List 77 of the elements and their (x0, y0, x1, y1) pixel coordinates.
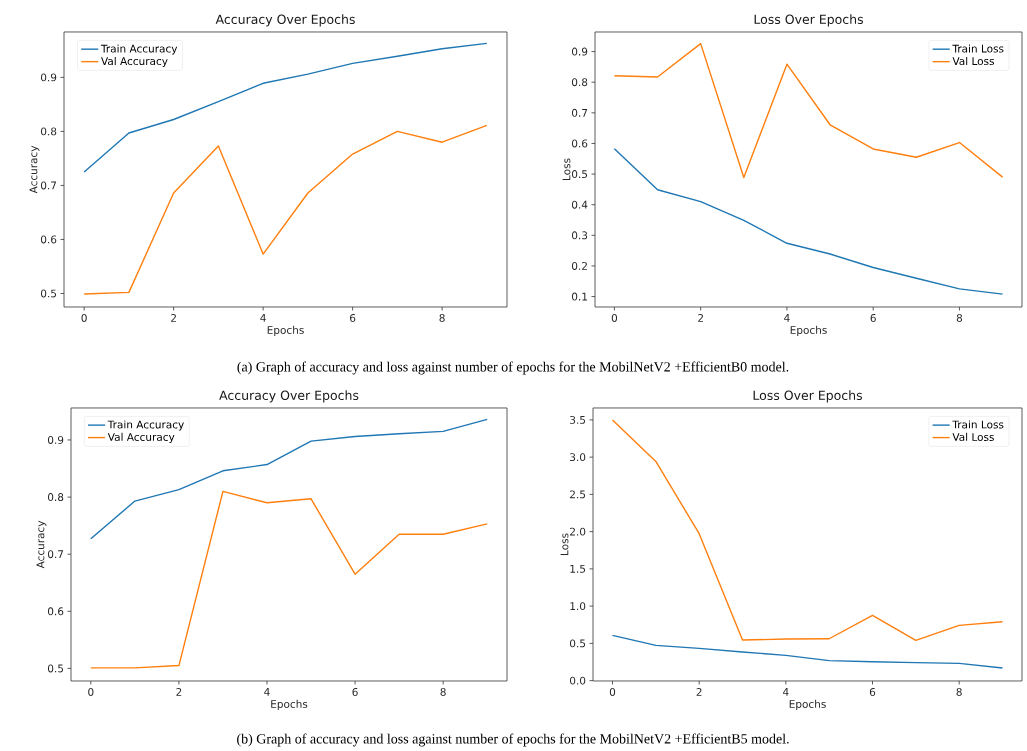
x-tick-label: 4 (264, 688, 270, 696)
x-tick-label: 2 (698, 314, 703, 322)
chart-title: Accuracy Over Epochs (219, 390, 359, 403)
x-tick-label: 4 (784, 314, 790, 322)
x-tick-label: 6 (352, 688, 358, 696)
y-tick-label: 0.6 (47, 607, 64, 616)
y-tick-label: 0.4 (571, 200, 588, 209)
line-series (613, 147, 1004, 295)
y-tick-label: 0.8 (571, 78, 588, 87)
y-tick-label: 0.8 (47, 493, 64, 502)
x-tick-label: 4 (260, 314, 266, 322)
chart-title: Loss Over Epochs (753, 390, 862, 403)
x-tick-label: 4 (783, 688, 789, 696)
x-tick-label: 8 (956, 688, 962, 696)
line-series (613, 42, 1004, 179)
x-axis-title: Epochs (271, 699, 308, 710)
y-tick-label: 0.5 (571, 170, 588, 179)
y-tick-label: 2.0 (570, 527, 586, 536)
y-tick-label: 0.7 (47, 550, 64, 559)
legend-label: Val Loss (952, 56, 995, 66)
y-tick-label: 3.5 (570, 415, 586, 424)
y-tick-label: 0.5 (40, 289, 57, 298)
y-tick-label: 0.0 (569, 676, 586, 685)
y-tick-label: 0.1 (571, 292, 587, 301)
y-tick-label: 0.7 (40, 181, 57, 190)
x-tick-label: 6 (350, 314, 356, 322)
legend-label: Val Accuracy (107, 432, 175, 444)
x-tick-label: 8 (439, 314, 445, 322)
line-series (611, 634, 1004, 669)
y-tick-label: 0.6 (571, 139, 588, 148)
y-axis-title: Loss (560, 533, 569, 555)
chart-title: Accuracy Over Epochs (215, 14, 355, 27)
legend-label: Train Accuracy (107, 420, 184, 431)
x-tick-label: 0 (88, 688, 94, 696)
y-tick-label: 3.0 (570, 453, 586, 462)
y-tick-label: 0.5 (47, 664, 64, 673)
legend-label: Val Loss (952, 432, 994, 441)
legend-label: Val Accuracy (101, 56, 168, 68)
chart-title: Loss Over Epochs (754, 14, 863, 27)
line-series (83, 124, 488, 295)
line-series (90, 418, 488, 540)
y-axis-title: Accuracy (36, 520, 47, 569)
y-tick-label: 0.9 (571, 47, 588, 56)
y-tick-label: 0.8 (40, 127, 57, 136)
y-tick-label: 2.5 (570, 490, 586, 499)
y-tick-label: 0.9 (40, 73, 57, 82)
x-tick-label: 8 (440, 688, 446, 696)
legend-label: Train Accuracy (100, 44, 178, 55)
x-tick-label: 8 (956, 314, 963, 322)
y-tick-label: 0.6 (40, 235, 57, 244)
x-tick-label: 6 (869, 688, 876, 696)
y-tick-label: 0.7 (571, 108, 588, 117)
x-tick-label: 2 (696, 688, 702, 696)
y-tick-label: 1.5 (570, 564, 586, 573)
x-tick-label: 2 (171, 314, 176, 322)
y-tick-label: 0.3 (571, 231, 588, 240)
x-axis-title: Epochs (789, 699, 826, 710)
x-tick-label: 0 (611, 314, 618, 322)
x-tick-label: 0 (81, 314, 87, 322)
legend-label: Train Loss (952, 44, 1004, 53)
line-series (90, 490, 488, 669)
x-tick-label: 2 (176, 688, 182, 696)
x-axis-title: Epochs (267, 325, 304, 336)
y-tick-label: 0.2 (571, 261, 587, 270)
y-axis-title: Accuracy (29, 145, 40, 194)
text: (b) Graph of accuracy and loss against number of epochs for the MobilNetV2 +EfficientB5 model. (237, 733, 789, 747)
x-tick-label: 6 (870, 314, 876, 322)
y-tick-label: 1.0 (570, 602, 586, 611)
line-series (83, 42, 488, 173)
x-tick-label: 0 (609, 688, 616, 696)
y-tick-label: 0.9 (47, 435, 64, 444)
text: (a) Graph of accuracy and loss against number of epochs for the MobilNetV2 +EfficientB0 model. (237, 361, 789, 375)
line-series (611, 419, 1004, 642)
y-axis-title: Loss (562, 158, 571, 180)
x-axis-title: Epochs (790, 325, 827, 336)
y-tick-label: 0.5 (569, 639, 586, 648)
legend-label: Train Loss (952, 420, 1004, 429)
